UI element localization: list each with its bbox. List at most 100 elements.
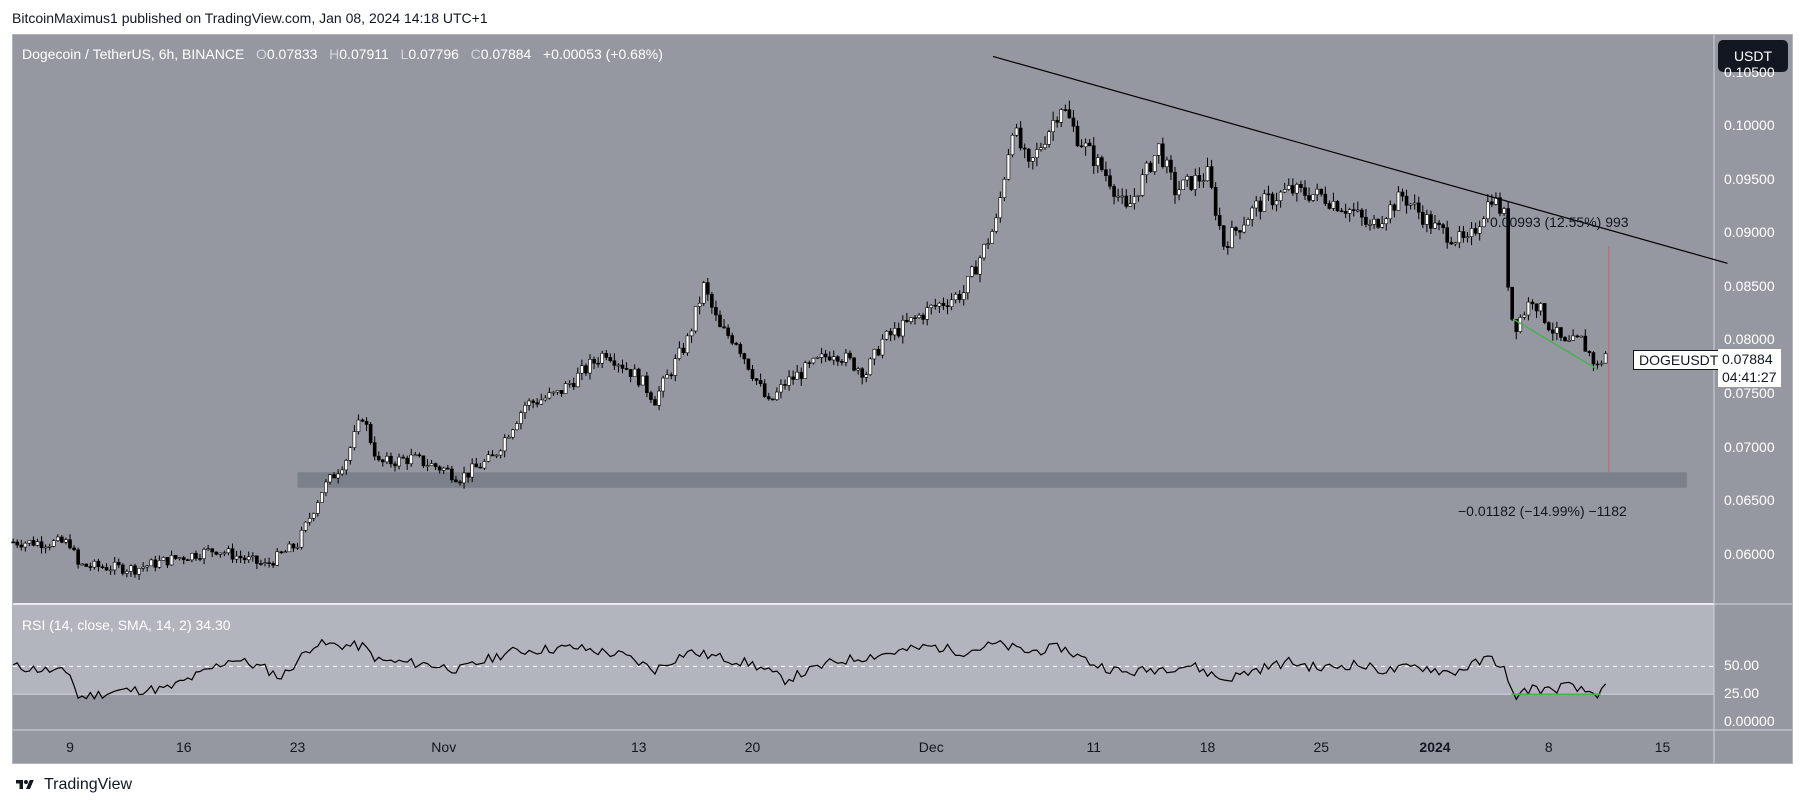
candle-body <box>913 317 917 319</box>
candle-body <box>80 563 84 566</box>
candle-body <box>986 243 990 245</box>
candle-body <box>608 357 613 362</box>
candle-body <box>649 392 653 400</box>
candle-body <box>96 560 101 567</box>
candle-body <box>1258 200 1263 212</box>
candle-body <box>641 375 645 386</box>
time-axis-tick: 25 <box>1313 739 1330 755</box>
candle-body <box>1221 225 1226 247</box>
candle-body <box>974 266 978 275</box>
candle-body <box>746 358 751 370</box>
candle-body <box>738 344 743 354</box>
candle-body <box>1197 175 1202 182</box>
candle-body <box>1100 157 1104 171</box>
candle-body <box>356 419 361 432</box>
candle-body <box>206 548 210 550</box>
candle-body <box>43 546 48 549</box>
candle-body <box>681 347 686 354</box>
tradingview-logo-icon <box>16 780 34 789</box>
candle-body <box>1075 126 1080 147</box>
bar-countdown: 04:41:27 <box>1722 369 1777 385</box>
candle-body <box>896 327 901 337</box>
candle-body <box>1502 208 1506 214</box>
candle-body <box>819 353 824 358</box>
candle-body <box>177 557 182 559</box>
rsi-layer <box>12 638 1714 701</box>
candle-body <box>941 302 946 306</box>
candle-body <box>246 556 251 561</box>
candle-body <box>1209 166 1214 188</box>
candle-body <box>1299 184 1303 188</box>
candle-body <box>23 542 28 548</box>
candle-body <box>1400 191 1405 197</box>
footer-brand[interactable]: TradingView <box>12 776 132 794</box>
candle-body <box>1193 175 1198 190</box>
candle-body <box>811 357 816 364</box>
candle-body <box>750 369 755 379</box>
candle-body <box>1384 218 1389 225</box>
candle-body <box>190 553 194 561</box>
symbol-name[interactable]: Dogecoin / TetherUS, 6h, BINANCE <box>22 46 245 62</box>
candle-body <box>1551 329 1555 334</box>
candle-body <box>1311 194 1315 201</box>
symbol-legend[interactable]: Dogecoin / TetherUS, 6h, BINANCE O0.0783… <box>22 46 663 62</box>
candle-body <box>921 314 925 320</box>
candle-body <box>352 431 357 449</box>
candle-body <box>872 349 877 360</box>
candle-body <box>1035 149 1039 158</box>
candle-body <box>1018 127 1023 149</box>
candle-body <box>519 412 523 424</box>
rsi-legend[interactable]: RSI (14, close, SMA, 14, 2) 34.30 <box>22 617 231 633</box>
publisher-header: BitcoinMaximus1 published on TradingView… <box>12 10 488 26</box>
time-axis-tick: 9 <box>66 739 74 755</box>
close-value: 0.07884 <box>480 46 532 62</box>
candle-body <box>949 299 954 308</box>
time-axis-tick: Nov <box>431 739 457 755</box>
candle-body <box>1144 162 1149 176</box>
candle-body <box>1213 187 1218 216</box>
candle-body <box>945 305 950 308</box>
candle-body <box>141 566 145 569</box>
price-layer <box>11 55 1728 580</box>
candle-body <box>547 392 552 399</box>
candle-body <box>661 377 665 392</box>
candle-body <box>1108 175 1112 187</box>
candle-body <box>551 391 556 394</box>
candle-body <box>677 347 682 359</box>
currency-button[interactable]: USDT <box>1718 40 1788 72</box>
candle-body <box>1323 193 1328 204</box>
candle-body <box>823 353 828 358</box>
candle-body <box>295 546 300 549</box>
candle-body <box>340 469 344 475</box>
candle-body <box>1421 211 1425 225</box>
candle-body <box>1473 228 1478 234</box>
candle-body <box>929 304 934 308</box>
candle-body <box>1579 335 1584 338</box>
candle-body <box>153 559 158 568</box>
candle-body <box>1587 351 1592 353</box>
candle-body <box>271 563 275 566</box>
candle-body <box>1392 204 1397 211</box>
candle-body <box>1351 209 1356 211</box>
price-divergence-line <box>1512 318 1598 371</box>
candle-body <box>1071 117 1076 127</box>
candle-body <box>555 389 560 393</box>
price-axis-tick: 0.07500 <box>1724 385 1775 402</box>
candle-body <box>632 368 637 377</box>
candle-body <box>381 459 385 463</box>
price-axis-tick: 0.06500 <box>1724 492 1775 509</box>
candle-body <box>1335 201 1340 212</box>
candle-body <box>259 563 263 565</box>
candle-body <box>429 463 434 467</box>
candle-body <box>1376 218 1380 228</box>
candle-body <box>149 559 154 567</box>
candle-body <box>1510 286 1514 320</box>
candle-body <box>827 356 832 361</box>
candle-body <box>210 548 214 553</box>
candle-body <box>88 566 93 568</box>
candle-body <box>860 368 864 378</box>
candle-body <box>1331 201 1336 209</box>
candle-body <box>848 352 852 359</box>
candle-body <box>706 282 710 295</box>
